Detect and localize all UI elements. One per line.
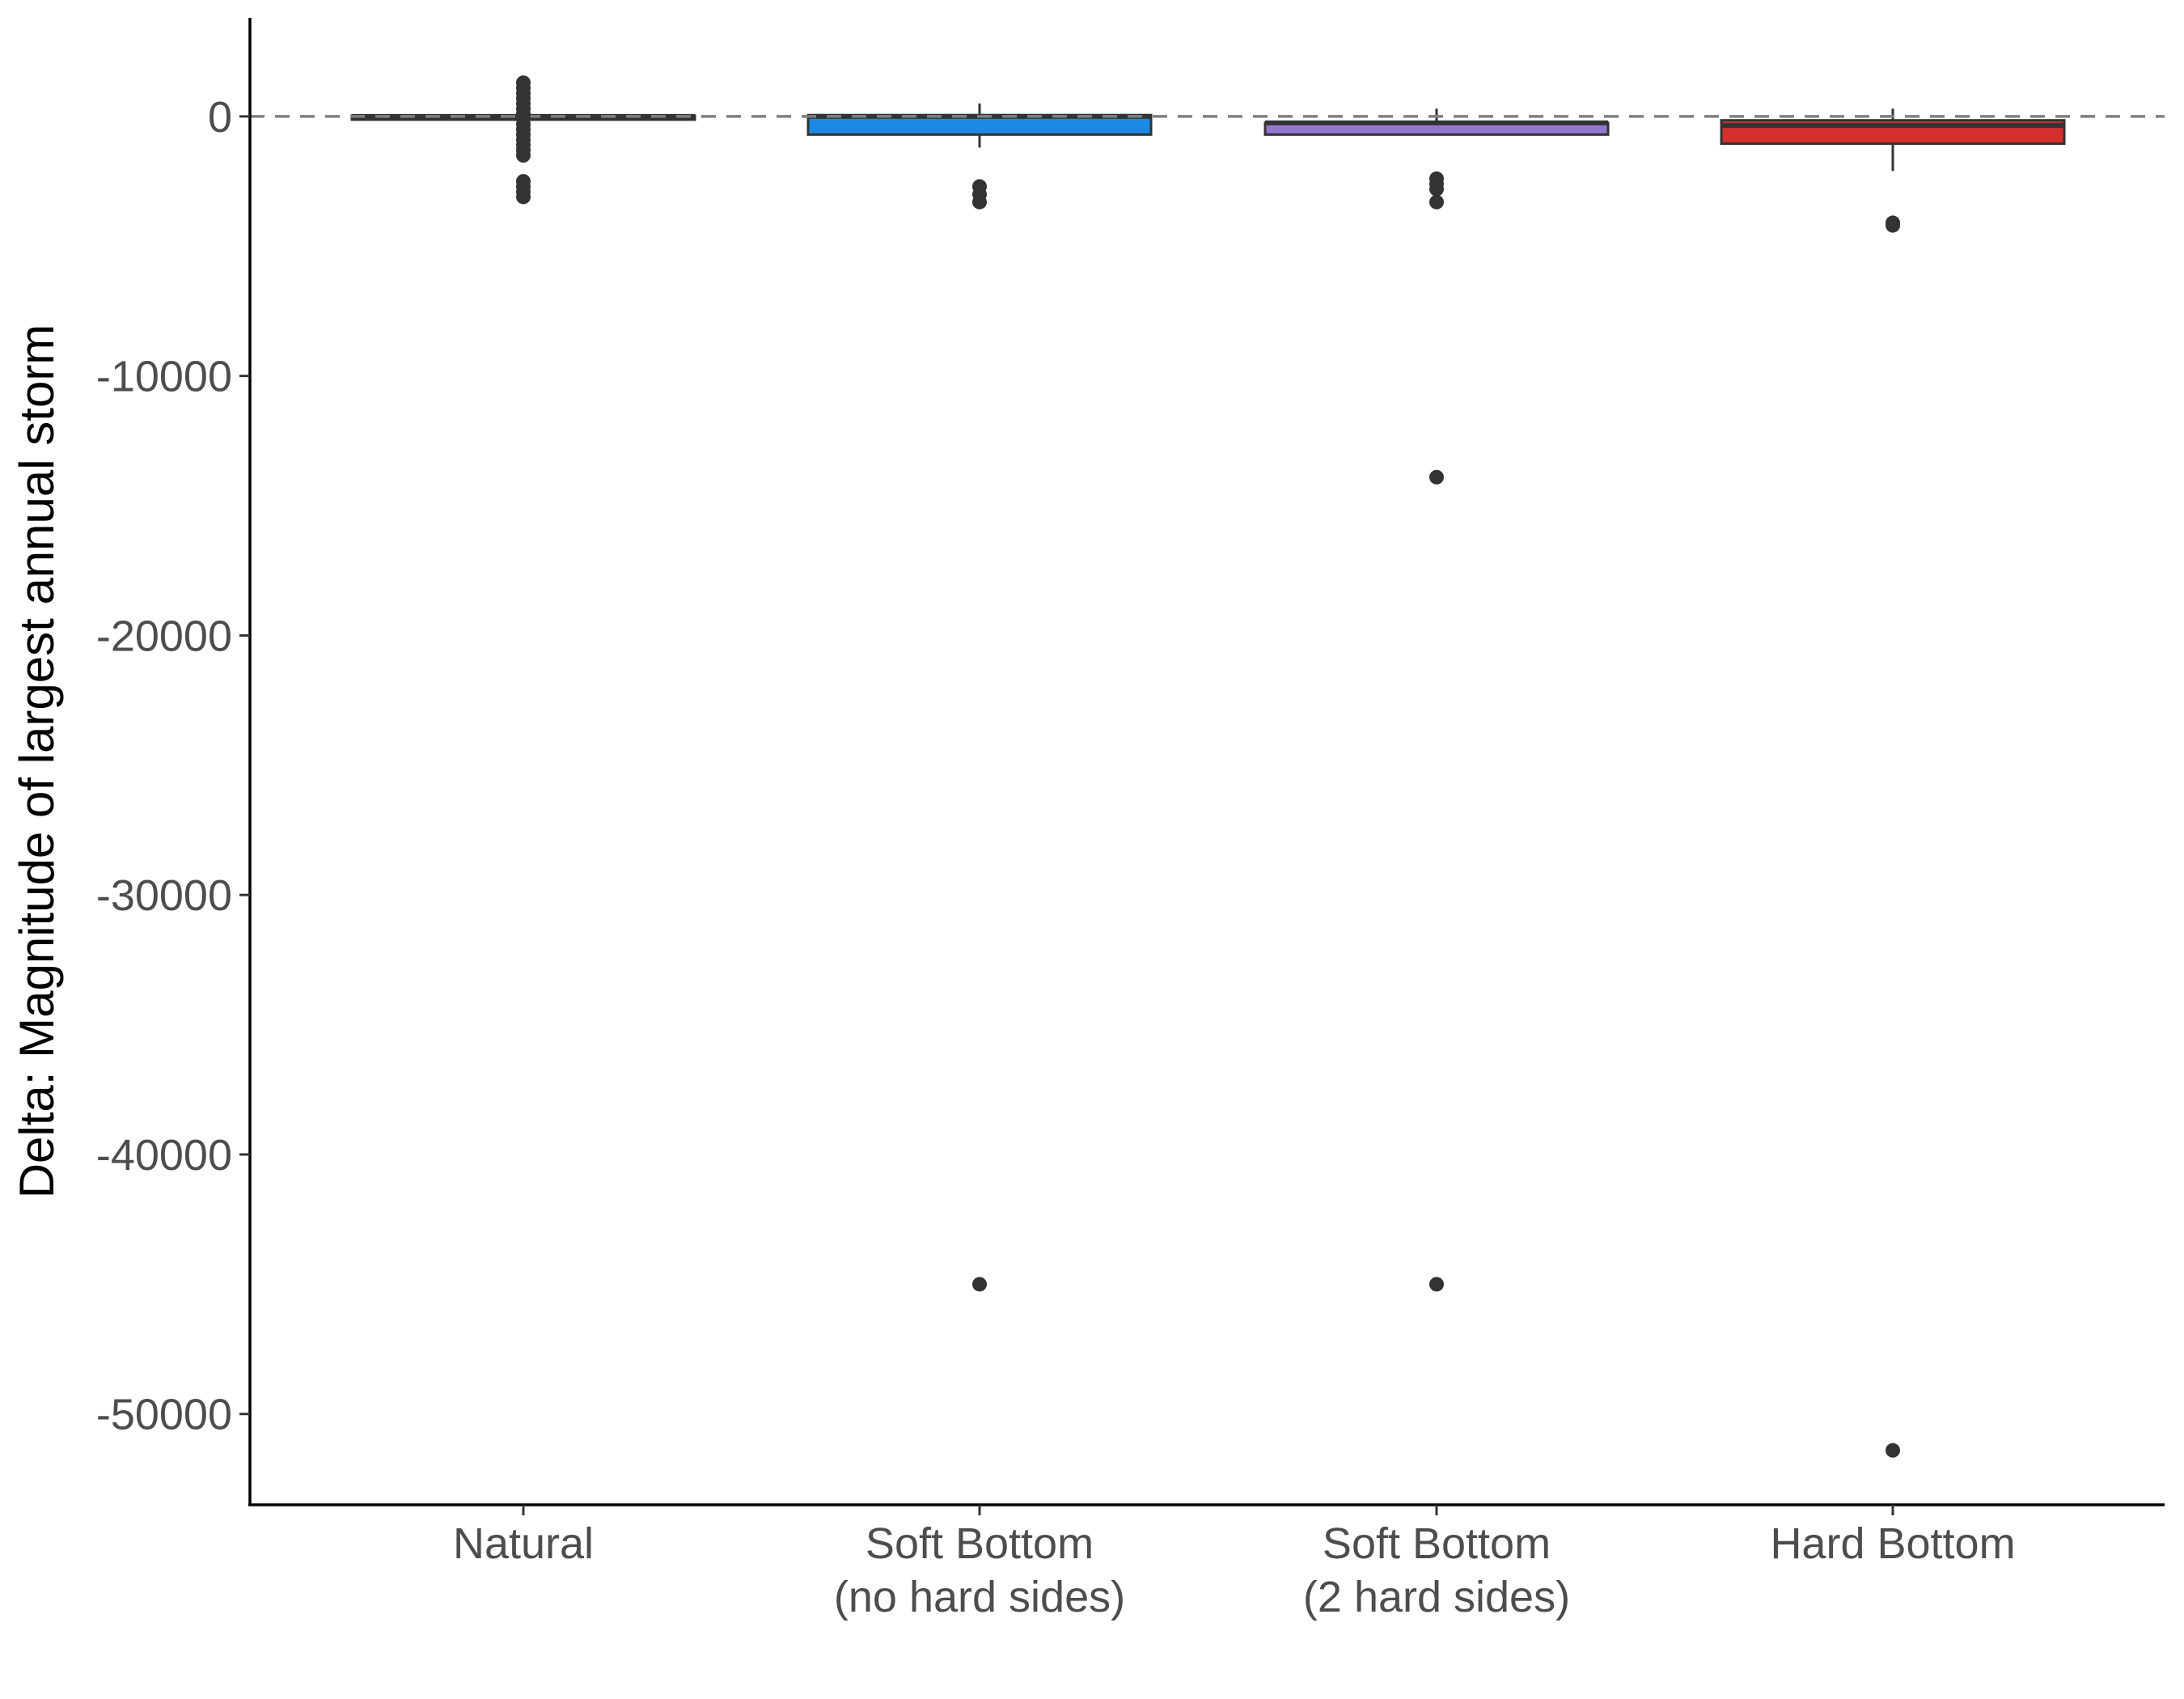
outlier-point — [1429, 181, 1444, 197]
x-tick-label: Natural — [453, 1519, 594, 1568]
y-tick-label: -50000 — [96, 1391, 232, 1439]
outlier-point — [516, 148, 531, 163]
outlier-point — [1429, 1277, 1444, 1292]
outlier-point — [972, 1277, 987, 1292]
y-tick-label: -30000 — [96, 871, 232, 920]
y-tick-label: -20000 — [96, 612, 232, 660]
x-tick-label: Soft Bottom (no hard sides) — [834, 1519, 1125, 1621]
y-tick-label: 0 — [208, 93, 232, 142]
outlier-point — [516, 189, 531, 205]
boxes-layer — [350, 103, 2066, 172]
outlier-point — [1429, 194, 1444, 210]
outliers-layer — [516, 75, 1900, 1458]
x-tick-label: Hard Bottom — [1770, 1519, 2015, 1568]
outlier-point — [1886, 218, 1900, 233]
outlier-point — [1429, 469, 1444, 485]
outlier-point — [1886, 1443, 1900, 1458]
y-tick-label: -40000 — [96, 1131, 232, 1180]
x-tick-label: Soft Bottom (2 hard sides) — [1303, 1519, 1570, 1621]
y-tick-label: -10000 — [96, 353, 232, 401]
axes-layer — [239, 18, 2165, 1515]
y-axis-title: Delta: Magnitude of largest annual storm — [10, 324, 64, 1199]
labels-layer: 0 -10000 -20000 -30000 -40000 -50000 Natural So… — [10, 93, 2016, 1621]
outlier-point — [972, 194, 987, 210]
